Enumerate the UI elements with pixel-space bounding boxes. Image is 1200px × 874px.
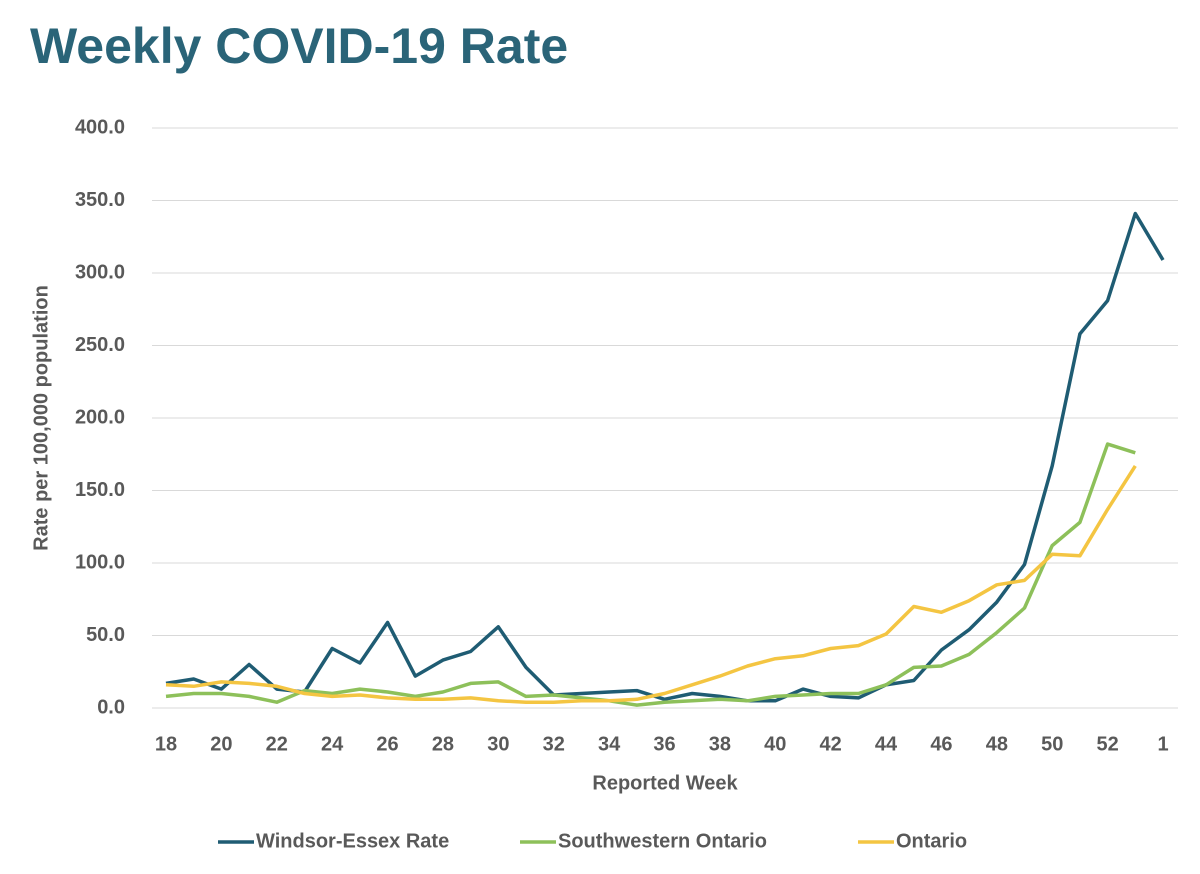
y-tick-label: 0.0 xyxy=(97,696,125,718)
y-tick-label: 300.0 xyxy=(75,261,125,283)
x-tick-label: 30 xyxy=(487,733,509,755)
x-tick-label: 48 xyxy=(986,733,1008,755)
x-tick-label: 38 xyxy=(709,733,731,755)
y-tick-label: 250.0 xyxy=(75,334,125,356)
series-line xyxy=(165,442,1136,707)
y-axis-title: Rate per 100,000 population xyxy=(30,285,52,551)
x-tick-label: 46 xyxy=(930,733,952,755)
x-axis-title: Reported Week xyxy=(592,772,738,794)
y-tick-label: 50.0 xyxy=(86,624,125,646)
series-line xyxy=(165,211,1165,703)
x-tick-label: 40 xyxy=(764,733,786,755)
x-tick-label: 1 xyxy=(1157,733,1168,755)
chart-title: Weekly COVID-19 Rate xyxy=(30,18,568,74)
x-tick-label: 42 xyxy=(820,733,842,755)
x-tick-label: 52 xyxy=(1096,733,1118,755)
x-tick-label: 18 xyxy=(155,733,177,755)
series-line xyxy=(165,464,1137,704)
x-tick-label: 34 xyxy=(598,733,621,755)
y-tick-label: 350.0 xyxy=(75,189,125,211)
y-tick-label: 150.0 xyxy=(75,479,125,501)
y-tick-label: 100.0 xyxy=(75,551,125,573)
x-tick-label: 20 xyxy=(210,733,232,755)
x-tick-label: 50 xyxy=(1041,733,1063,755)
legend-label: Southwestern Ontario xyxy=(558,830,767,852)
x-tick-label: 24 xyxy=(321,733,344,755)
x-tick-label: 36 xyxy=(653,733,675,755)
x-tick-label: 44 xyxy=(875,733,898,755)
x-tick-label: 32 xyxy=(543,733,565,755)
legend-label: Windsor-Essex Rate xyxy=(256,830,449,852)
legend-label: Ontario xyxy=(896,830,967,852)
x-tick-label: 22 xyxy=(266,733,288,755)
x-tick-label: 28 xyxy=(432,733,454,755)
y-tick-label: 400.0 xyxy=(75,116,125,138)
x-tick-label: 26 xyxy=(376,733,398,755)
y-tick-label: 200.0 xyxy=(75,406,125,428)
